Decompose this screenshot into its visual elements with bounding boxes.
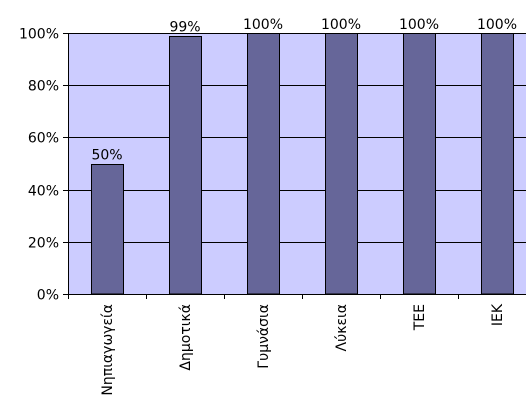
data-label: 100% [321,17,361,33]
category-label: Γυμνάσια [256,304,272,369]
category-label: Δημοτικά [178,304,194,371]
bar [247,33,280,295]
y-tick-label: 40% [28,184,59,200]
category-label: Λύκεια [334,304,350,351]
axes [63,33,526,299]
y-tick-label: 60% [28,131,59,147]
bar [481,33,514,295]
y-tick-labels: 0% 20% 40% 60% 80% 100% [19,27,59,304]
bar [169,36,202,295]
bars [91,33,514,295]
data-label: 100% [399,17,439,33]
bar [91,164,124,295]
y-tick-label: 100% [19,27,59,43]
category-label: ΤΕΕ [412,304,428,331]
data-label: 50% [91,148,122,164]
y-tick-label: 0% [37,288,59,304]
plot-area [68,33,526,294]
category-labels: Νηπιαγωγεία Δημοτικά Γυμνάσια Λύκεια ΤΕΕ ΙΕΚ [100,303,506,395]
y-tick-label: 20% [28,236,59,252]
data-label: 100% [243,17,283,33]
data-label: 100% [477,17,517,33]
category-label: ΙΕΚ [490,303,506,326]
data-label: 99% [169,20,200,36]
gridlines [68,33,526,243]
category-label: Νηπιαγωγεία [100,304,116,396]
data-labels: 50% 99% 100% 100% 100% 100% [91,17,517,164]
y-tick-label: 80% [28,79,59,95]
bar [325,33,358,295]
bar [403,33,436,295]
